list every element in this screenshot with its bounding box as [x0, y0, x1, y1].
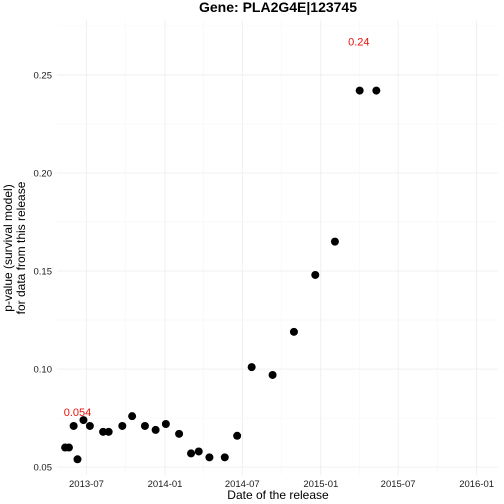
data-point: [187, 449, 196, 458]
x-axis-ticks: 2013-07 2014-01 2014-07 2015-01 2015-07 2016-…: [69, 479, 494, 490]
data-point: [64, 443, 73, 452]
data-point: [73, 455, 82, 464]
data-point: [175, 429, 184, 438]
data-point: [311, 270, 320, 279]
data-point: [194, 447, 203, 456]
data-point: [233, 431, 242, 440]
data-point: [268, 370, 277, 379]
data-point: [104, 427, 113, 436]
data-points: [61, 86, 381, 464]
data-point: [118, 421, 127, 430]
data-point: [79, 416, 88, 425]
data-point: [372, 86, 381, 95]
x-tick-label: 2013-07: [69, 479, 104, 490]
data-point: [151, 425, 160, 434]
data-point: [85, 421, 94, 430]
data-point: [69, 421, 78, 430]
x-axis-title: Date of the release: [227, 488, 329, 502]
y-axis-title-line-1: p-value (survival model): [1, 184, 15, 311]
data-point: [205, 453, 214, 462]
data-point: [128, 412, 137, 421]
y-tick-label: 0.25: [34, 70, 53, 81]
data-point: [355, 86, 364, 95]
data-point: [289, 327, 298, 336]
y-tick-label: 0.20: [34, 168, 53, 179]
data-point: [247, 363, 256, 372]
point-annotation: 0.054: [64, 407, 92, 419]
data-point: [220, 453, 229, 462]
y-tick-label: 0.05: [34, 463, 53, 474]
data-point: [161, 420, 170, 429]
x-tick-label: 2014-07: [225, 479, 260, 490]
y-axis-ticks: 0.05 0.10 0.15 0.20 0.25: [34, 70, 53, 473]
y-axis-title-line-2: for data from this release: [14, 181, 28, 314]
annotations: 0.054 0.24: [64, 37, 370, 420]
x-tick-label: 2015-01: [303, 479, 338, 490]
x-tick-label: 2014-01: [148, 479, 183, 490]
grid-lines: [57, 20, 498, 475]
point-annotation: 0.24: [348, 37, 369, 49]
data-point: [140, 421, 149, 430]
x-tick-label: 2016-01: [459, 479, 494, 490]
data-point: [99, 427, 108, 436]
y-tick-label: 0.15: [34, 267, 53, 278]
x-tick-label: 2015-07: [381, 479, 416, 490]
y-axis-title: p-value (survival model) for data from t…: [1, 181, 28, 314]
y-tick-label: 0.10: [34, 365, 53, 376]
data-point: [330, 237, 339, 246]
chart-title: Gene: PLA2G4E|123745: [199, 0, 357, 15]
